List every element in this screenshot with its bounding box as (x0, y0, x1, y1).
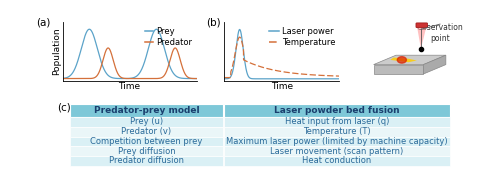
Bar (70, 146, 222, 156)
Polygon shape (424, 55, 446, 74)
Text: Prey diffusion: Prey diffusion (118, 147, 175, 155)
Bar (70, 127, 222, 137)
Bar (224, 104, 450, 117)
Bar (224, 127, 450, 137)
Polygon shape (417, 25, 427, 49)
Polygon shape (374, 65, 424, 74)
Y-axis label: Population: Population (52, 28, 61, 76)
Text: Competition between prey: Competition between prey (90, 137, 202, 146)
Bar (70, 104, 222, 117)
Text: Observation
point: Observation point (416, 23, 464, 43)
Text: Predator diffusion: Predator diffusion (109, 156, 184, 165)
Bar (224, 156, 450, 166)
Text: Heat conduction: Heat conduction (302, 156, 372, 165)
Text: Laser powder bed fusion: Laser powder bed fusion (274, 106, 400, 115)
Text: Prey (u): Prey (u) (130, 118, 163, 126)
Text: Laser movement (scan pattern): Laser movement (scan pattern) (270, 147, 404, 155)
Text: Temperature (T): Temperature (T) (303, 127, 371, 136)
Text: Predator-prey model: Predator-prey model (94, 106, 199, 115)
Text: Maximum laser power (limited by machine capacity): Maximum laser power (limited by machine … (226, 137, 448, 146)
Text: (c): (c) (56, 103, 70, 113)
Bar (224, 146, 450, 156)
Text: (a): (a) (36, 18, 50, 28)
Bar (70, 137, 222, 146)
Bar (224, 117, 450, 127)
X-axis label: Time: Time (118, 82, 141, 91)
Text: Heat input from laser (q): Heat input from laser (q) (285, 118, 389, 126)
X-axis label: Time: Time (270, 82, 293, 91)
Legend: Prey, Predator: Prey, Predator (144, 26, 192, 47)
Circle shape (398, 57, 406, 63)
Bar (70, 156, 222, 166)
Polygon shape (390, 57, 417, 62)
Text: (b): (b) (206, 18, 220, 28)
Polygon shape (374, 55, 446, 65)
Legend: Laser power, Temperature: Laser power, Temperature (268, 26, 336, 47)
FancyBboxPatch shape (416, 23, 428, 28)
Bar (70, 117, 222, 127)
Text: Predator (v): Predator (v) (122, 127, 172, 136)
Bar (224, 137, 450, 146)
